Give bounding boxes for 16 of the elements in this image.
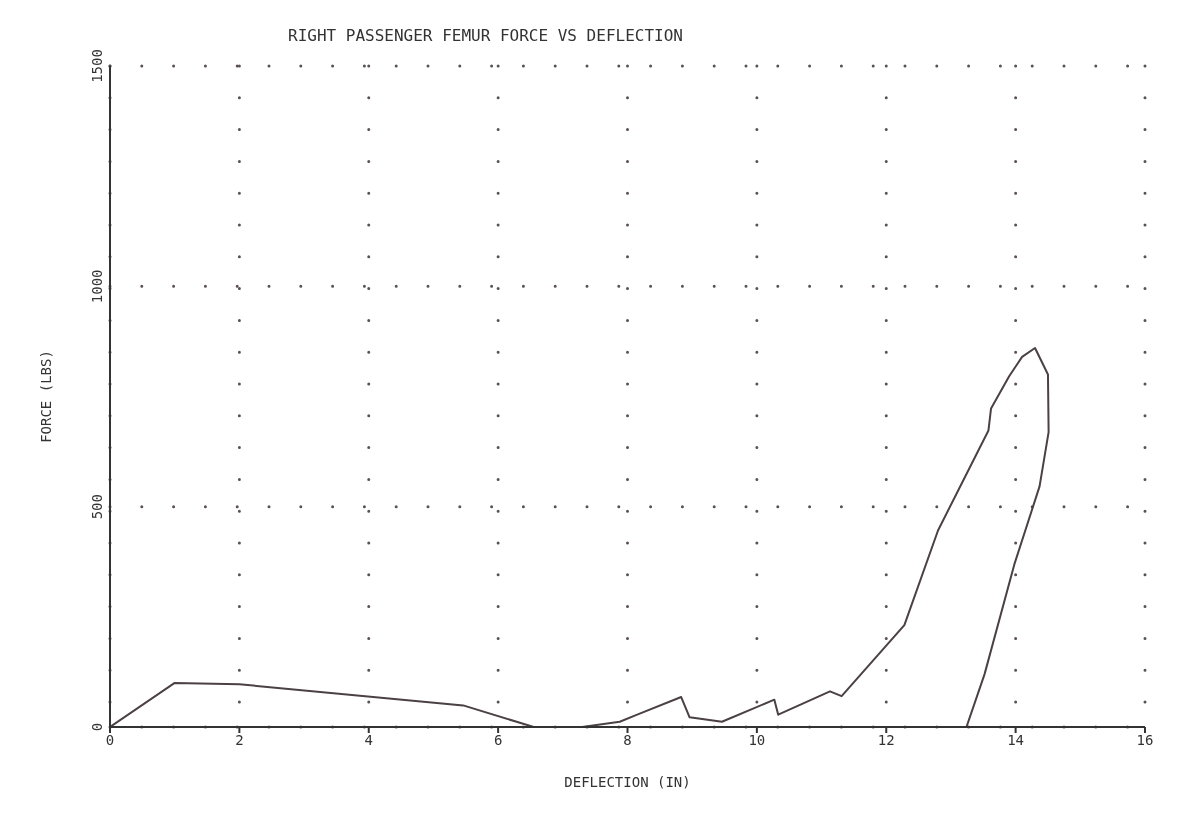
chart-title: RIGHT PASSENGER FEMUR FORCE VS DEFLECTION <box>288 26 683 45</box>
y-tick-label: 500 <box>89 494 105 520</box>
x-tick-label: 4 <box>364 731 373 748</box>
y-tick-label: 1000 <box>89 269 105 304</box>
x-tick-label: 6 <box>493 731 503 748</box>
x-tick-label: 14 <box>1007 731 1025 748</box>
y-tick-label: 1500 <box>89 49 105 83</box>
x-tick-label: 2 <box>235 731 244 748</box>
x-tick-label: 16 <box>1136 731 1154 748</box>
line-series <box>110 347 1050 727</box>
x-axis-title: DEFLECTION (IN) <box>564 774 691 790</box>
x-tick-label: 8 <box>623 731 632 748</box>
x-tick-label: 10 <box>748 731 766 748</box>
y-axis-title: FORCE (LBS) <box>37 350 54 443</box>
x-tick-label: 12 <box>877 731 895 748</box>
y-tick-label: 0 <box>89 722 105 732</box>
